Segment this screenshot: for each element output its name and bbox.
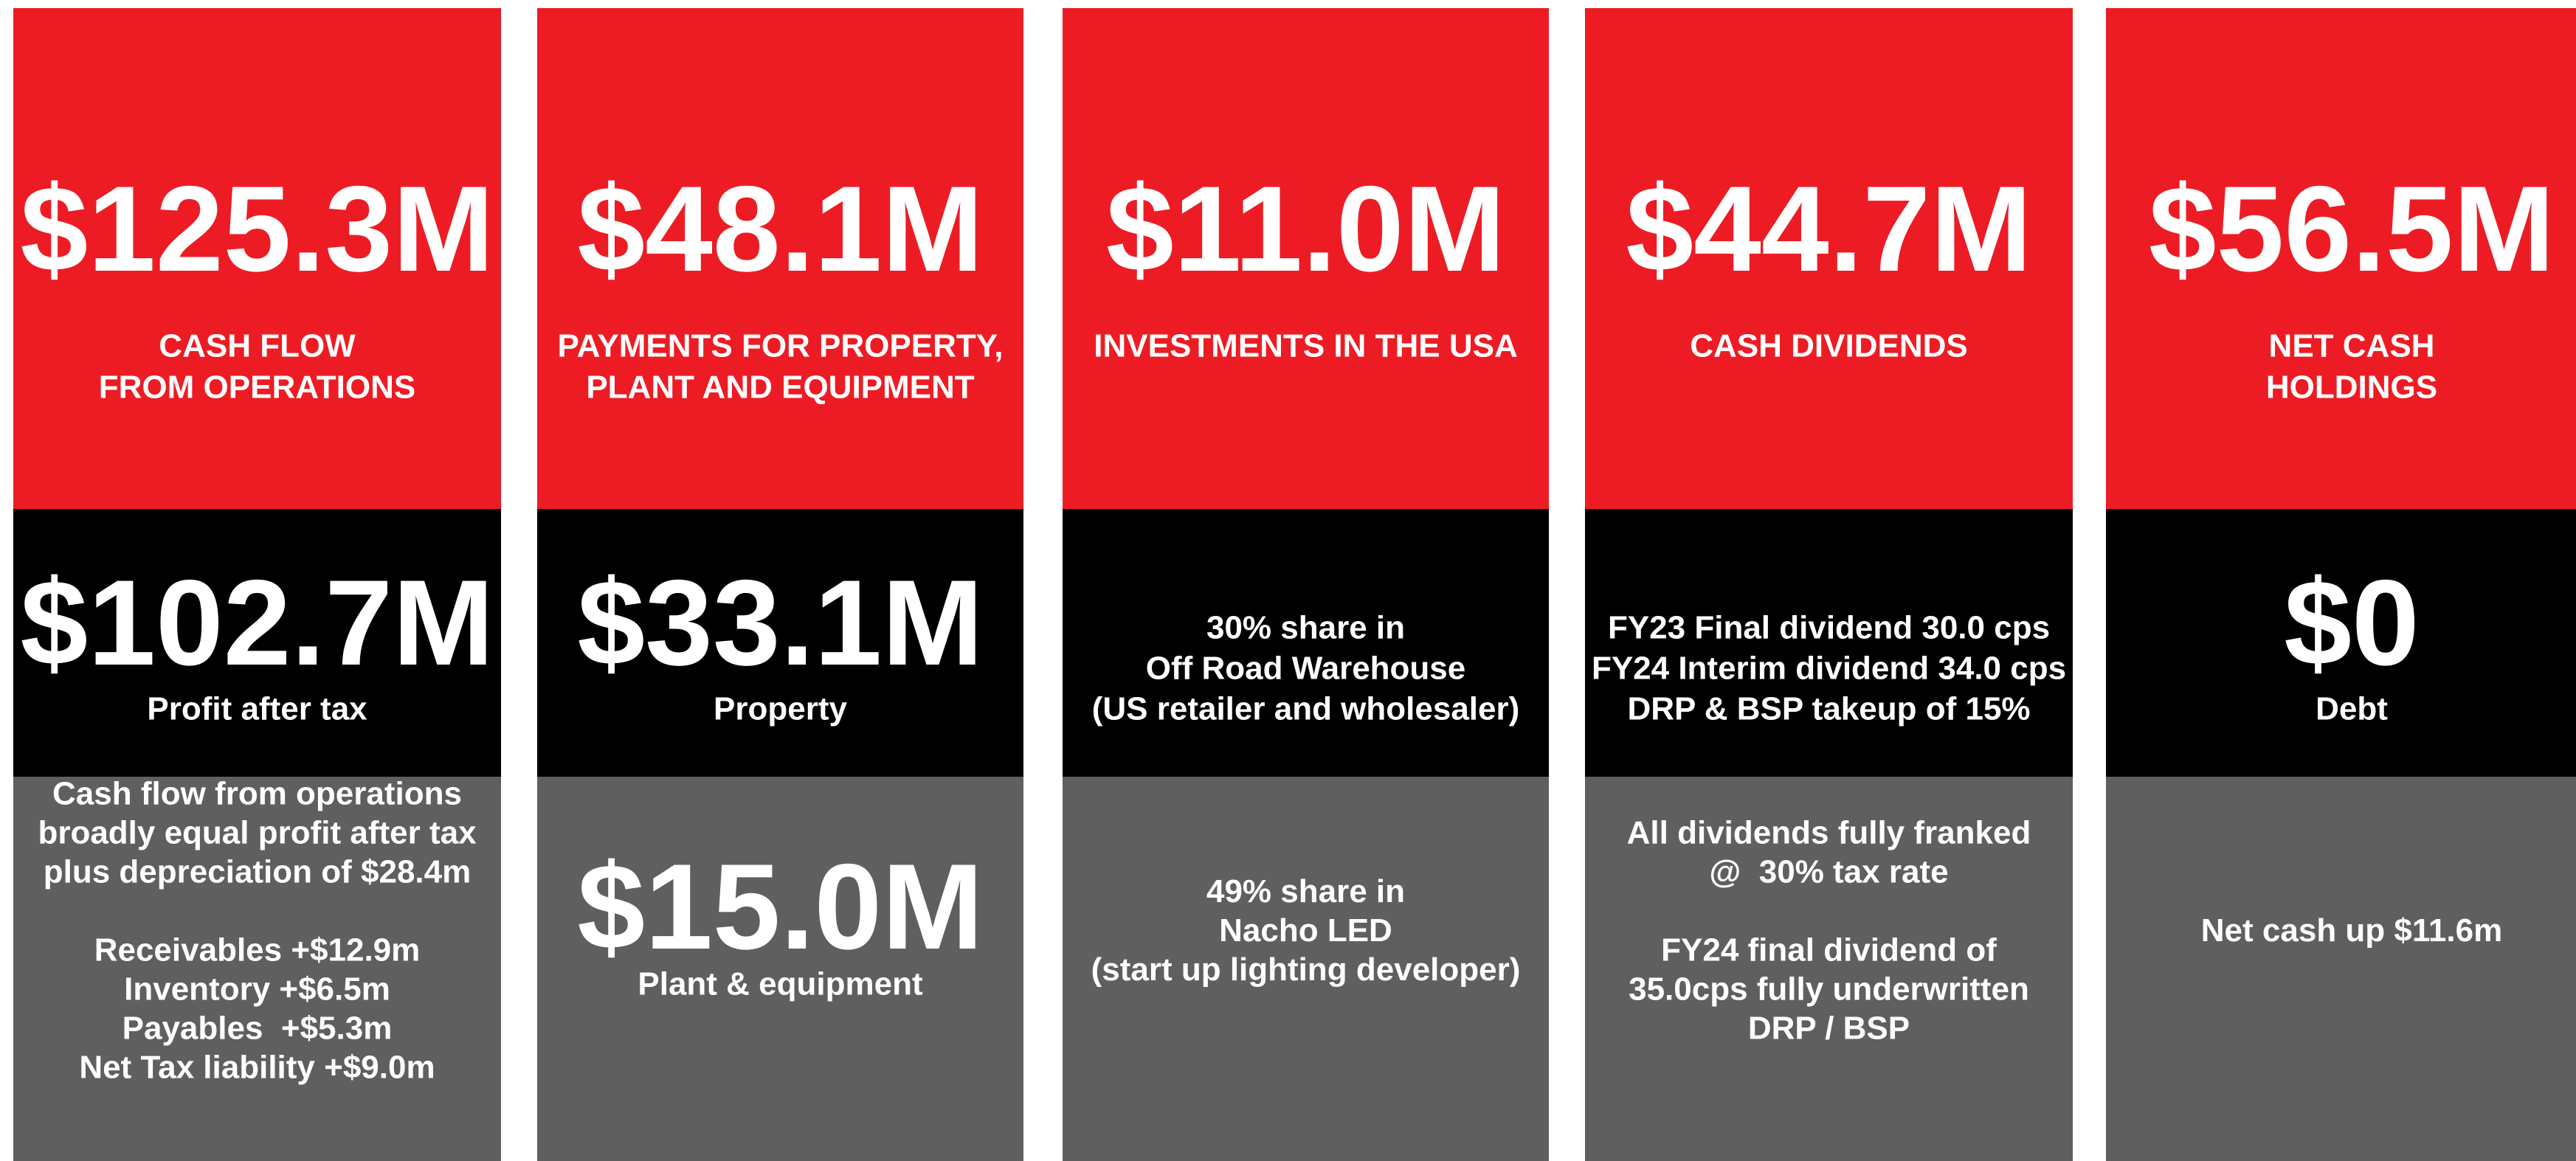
top-panel bbox=[1063, 8, 1549, 509]
middle-label: Property bbox=[714, 691, 847, 727]
bottom-text: FY24 final dividend of bbox=[1661, 932, 1997, 968]
headline-label: NET CASH bbox=[2269, 328, 2435, 364]
top-panel bbox=[13, 8, 501, 509]
middle-panel bbox=[1063, 509, 1549, 777]
middle-label: DRP & BSP takeup of 15% bbox=[1627, 691, 2030, 727]
bottom-text: Net Tax liability +$9.0m bbox=[79, 1050, 435, 1086]
top-panel bbox=[537, 8, 1023, 509]
middle-panel bbox=[537, 509, 1023, 777]
middle-label: Profit after tax bbox=[147, 691, 367, 727]
bottom-text: Nacho LED bbox=[1219, 912, 1392, 949]
middle-label: FY23 Final dividend 30.0 cps bbox=[1608, 610, 2050, 646]
bottom-text: Net cash up $11.6m bbox=[2201, 912, 2502, 949]
bottom-text: plus depreciation of $28.4m bbox=[44, 854, 472, 890]
bottom-panel bbox=[1063, 777, 1549, 1161]
middle-label: (US retailer and wholesaler) bbox=[1092, 691, 1520, 727]
middle-label: 30% share in bbox=[1206, 610, 1405, 646]
middle-label: FY24 Interim dividend 34.0 cps bbox=[1592, 651, 2066, 687]
bottom-panel bbox=[2106, 777, 2576, 1161]
bottom-text: All dividends fully franked bbox=[1627, 815, 2031, 851]
bottom-text: broadly equal profit after tax bbox=[38, 815, 477, 851]
bottom-panel bbox=[537, 777, 1023, 1161]
headline-value: $11.0M bbox=[1106, 161, 1505, 297]
middle-label: Off Road Warehouse bbox=[1146, 651, 1466, 687]
headline-value: $44.7M bbox=[1626, 161, 2031, 297]
headline-value: $125.3M bbox=[20, 161, 494, 297]
headline-label: HOLDINGS bbox=[2266, 370, 2437, 406]
bottom-panel bbox=[1585, 777, 2073, 1161]
middle-value: $102.7M bbox=[20, 555, 494, 690]
bottom-text: (start up lighting developer) bbox=[1091, 952, 1521, 988]
bottom-panel bbox=[13, 777, 501, 1161]
bottom-text: Receivables +$12.9m bbox=[94, 932, 421, 968]
headline-label: CASH DIVIDENDS bbox=[1690, 328, 1968, 364]
middle-value: $0 bbox=[2284, 555, 2420, 690]
bottom-text: Cash flow from operations bbox=[52, 776, 462, 812]
middle-panel bbox=[2106, 509, 2576, 777]
bottom-text: @ 30% tax rate bbox=[1709, 854, 1948, 890]
bottom-text: Inventory +$6.5m bbox=[124, 971, 390, 1008]
headline-value: $48.1M bbox=[577, 161, 983, 297]
headline-label: CASH FLOW bbox=[159, 328, 356, 364]
top-panel bbox=[1585, 8, 2073, 509]
bottom-text: DRP / BSP bbox=[1748, 1011, 1910, 1047]
headline-label: FROM OPERATIONS bbox=[99, 370, 415, 406]
bottom-value: $15.0M bbox=[577, 839, 983, 974]
headline-value: $56.5M bbox=[2149, 161, 2555, 297]
middle-value: $33.1M bbox=[577, 555, 983, 690]
bottom-text: 35.0cps fully underwritten bbox=[1629, 971, 2029, 1008]
bottom-text: 49% share in bbox=[1206, 873, 1405, 909]
bottom-text: Payables +$5.3m bbox=[122, 1011, 393, 1047]
bottom-text: Plant & equipment bbox=[638, 966, 923, 1002]
headline-label: PLANT AND EQUIPMENT bbox=[586, 370, 974, 406]
middle-panel bbox=[13, 509, 501, 777]
headline-label: PAYMENTS FOR PROPERTY, bbox=[558, 328, 1004, 364]
middle-panel bbox=[1585, 509, 2073, 777]
headline-label: INVESTMENTS IN THE USA bbox=[1094, 328, 1518, 364]
middle-label: Debt bbox=[2316, 691, 2388, 727]
top-panel bbox=[2106, 8, 2576, 509]
